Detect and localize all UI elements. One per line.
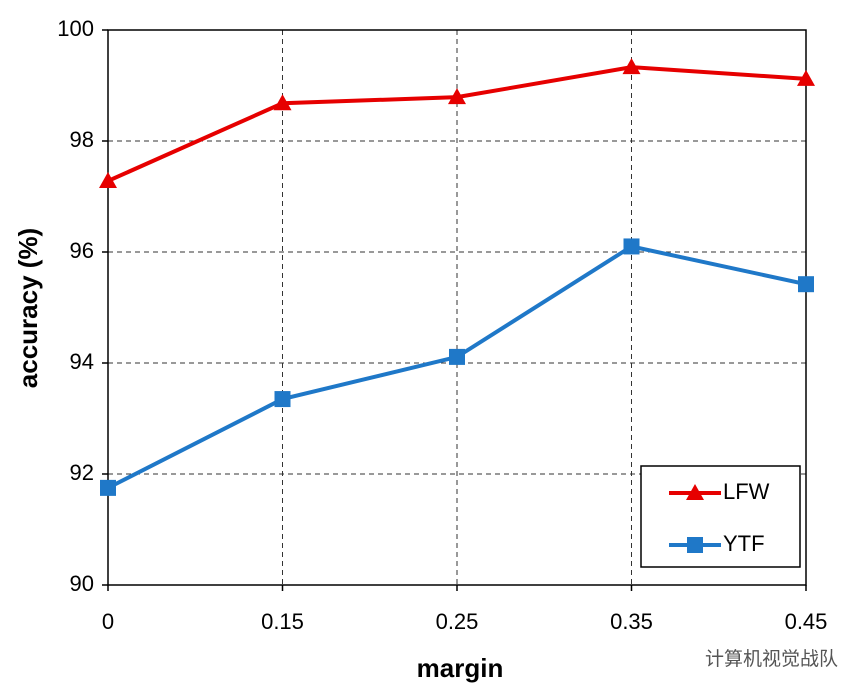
x-tick-label: 0.25 [436,609,479,634]
y-tick-label: 100 [57,16,94,41]
y-axis-title: accuracy (%) [13,228,43,388]
marker [687,537,703,553]
marker [623,238,640,255]
watermark: 计算机视觉战队 [705,648,838,670]
x-axis-title: margin [417,653,504,683]
marker [449,348,465,365]
x-tick-label: 0.35 [610,609,653,634]
marker [273,94,292,111]
x-tick-label: 0 [102,609,114,634]
marker [622,58,641,75]
plot-frame [107,29,807,586]
x-tick-label: 0.15 [261,609,304,634]
marker [797,69,815,86]
marker [448,88,466,105]
marker [686,484,704,500]
y-tick-label: 98 [70,127,94,152]
marker [100,479,116,496]
x-tick-label: 0.45 [785,609,828,634]
marker [99,171,117,188]
marker [798,276,814,293]
y-tick-label: 90 [70,571,94,596]
y-tick-label: 96 [70,238,94,263]
y-tick-label: 94 [70,349,94,374]
legend-label: YTF [723,531,765,556]
legend-label: LFW [723,479,770,504]
marker [274,391,291,408]
y-tick-label: 92 [70,460,94,485]
legend-box [640,465,801,568]
